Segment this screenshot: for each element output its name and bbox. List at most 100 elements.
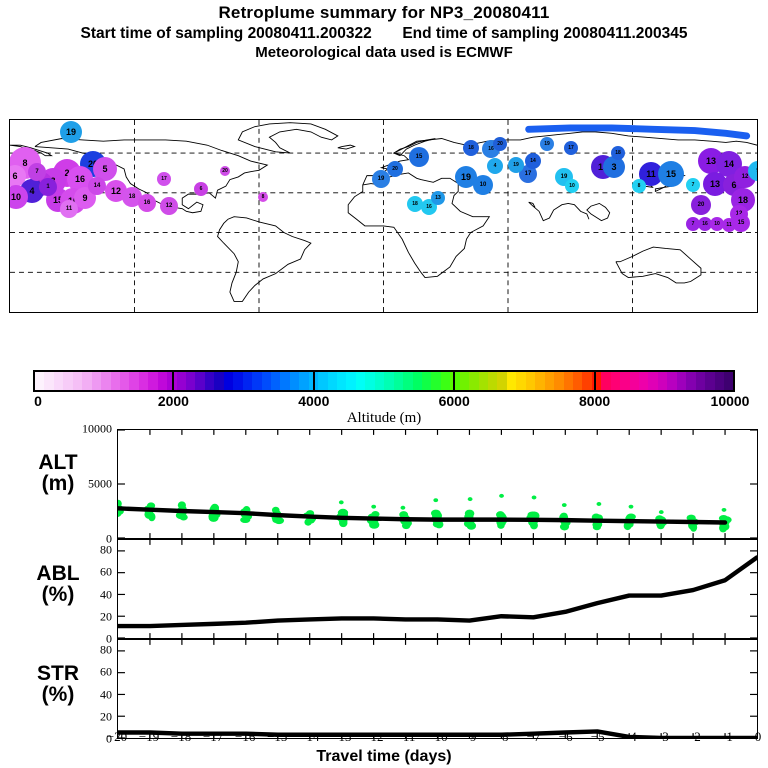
colorbar-band-51 [516, 372, 526, 390]
colorbar-band-42 [431, 372, 441, 390]
map-marker: 19 [455, 166, 477, 188]
colorbar-band-46 [469, 372, 479, 390]
map-marker: 16 [138, 194, 156, 212]
x-axis-label: Travel time (days) [316, 748, 452, 765]
colorbar-band-0 [35, 372, 45, 390]
map-marker: 10 [10, 185, 28, 209]
ytick-label: 0 [106, 731, 112, 746]
colorbar-band-35 [365, 372, 375, 390]
colorbar-band-72 [714, 372, 724, 390]
map-marker: 10 [565, 179, 579, 193]
ytick-label: 80 [100, 642, 112, 657]
colorbar-tick-10000: 10000 [710, 393, 750, 409]
colorbar-band-37 [384, 372, 394, 390]
colorbar-divider [172, 370, 175, 392]
colorbar-band-40 [412, 372, 422, 390]
colorbar-band-65 [648, 372, 658, 390]
colorbar-band-17 [195, 372, 205, 390]
xtick-label: −10 [427, 729, 448, 744]
map-marker: 12 [160, 197, 178, 215]
map-marker: 19 [508, 157, 524, 173]
xtick-label: −7 [526, 729, 541, 744]
colorbar-band-27 [289, 372, 300, 390]
colorbar-band-38 [393, 372, 404, 390]
trajectory-band [525, 124, 751, 140]
map-marker: 11 [722, 218, 736, 232]
colorbar-tick-4000: 4000 [298, 393, 330, 409]
ytick-label: 20 [100, 709, 112, 724]
colorbar-band-67 [667, 372, 677, 390]
colorbar-ticks: 0 2000 4000 6000 8000 10000 [0, 393, 768, 411]
colorbar-band-7 [101, 372, 111, 390]
str-axis-title: STR (%) [37, 662, 79, 707]
map-marker: 20 [220, 166, 230, 176]
colorbar-band-25 [270, 372, 281, 390]
colorbar-band-59 [591, 372, 602, 390]
page-title: Retroplume summary for NP3_20080411 [218, 3, 550, 22]
colorbar-tick-6000: 6000 [438, 393, 470, 409]
colorbar-band-9 [119, 372, 130, 390]
ytick-label: 40 [100, 587, 112, 602]
colorbar-band-20 [223, 372, 234, 390]
colorbar-divider [593, 370, 596, 392]
colorbar-band-10 [129, 372, 139, 390]
ytick-label: 40 [100, 687, 112, 702]
map-marker: 7 [686, 178, 700, 192]
title-block: Retroplume summary for NP3_20080411 Star… [0, 0, 768, 61]
map-coastlines [10, 120, 757, 312]
ytick-label: 10000 [82, 421, 112, 436]
colorbar-tick-8000: 8000 [579, 393, 611, 409]
colorbar-band-71 [705, 372, 715, 390]
ytick-label: 60 [100, 564, 112, 579]
colorbar-band-73 [723, 372, 734, 390]
map-gridlines [10, 120, 757, 312]
xtick-label: 0 [754, 729, 762, 744]
xtick-label: −18 [170, 729, 192, 744]
colorbar-band-32 [337, 372, 347, 390]
meteorology-text: Meteorological data used is ECMWF [255, 44, 513, 61]
map-marker: 6 [10, 165, 26, 187]
colorbar-band-61 [610, 372, 621, 390]
colorbar-band-53 [535, 372, 545, 390]
map-marker: 15 [658, 161, 684, 187]
colorbar-band-33 [346, 372, 356, 390]
map-marker: 9 [748, 161, 757, 181]
abl-plot-panel [117, 539, 758, 639]
map-marker: 14 [88, 177, 106, 195]
colorbar-band-60 [601, 372, 611, 390]
xtick-label: −13 [331, 729, 352, 744]
x-axis-ticks: −20 −19 −18 −17 −16 −15 −14 −13 −12 −11 −10 −9 −8 −7−… [0, 729, 768, 747]
colorbar-tick-0: 0 [34, 393, 42, 409]
colorbar-band-21 [233, 372, 243, 390]
map-marker: 14 [525, 153, 541, 169]
colorbar-band-12 [148, 372, 158, 390]
colorbar-band-56 [563, 372, 573, 390]
colorbar-band-49 [497, 372, 507, 390]
map-marker: 19 [60, 121, 82, 143]
map-marker: 7 [28, 163, 46, 181]
xtick-label: −4 [622, 729, 637, 744]
start-time-text: Start time of sampling 20080411.200322 [80, 25, 372, 42]
xtick-label: −1 [719, 729, 733, 744]
map-marker: 8 [632, 179, 646, 193]
colorbar-band-66 [657, 372, 668, 390]
colorbar-band-69 [686, 372, 696, 390]
map-marker: 6 [194, 182, 208, 196]
map-marker: 16 [698, 217, 712, 231]
str-plot-panel [117, 639, 758, 739]
map-marker: 11 [60, 200, 78, 218]
alt-plot-panel [117, 429, 758, 539]
map-marker: 20 [493, 137, 507, 151]
colorbar-band-50 [506, 372, 517, 390]
colorbar-band-15 [176, 372, 186, 390]
xtick-label: −16 [235, 729, 256, 744]
colorbar-band-31 [327, 372, 337, 390]
xtick-label: −8 [494, 729, 509, 744]
ytick-label: 5000 [88, 476, 112, 491]
map-marker: 12 [105, 180, 127, 202]
xtick-label: −2 [686, 729, 701, 744]
colorbar-band-28 [299, 372, 309, 390]
map-marker: 10 [710, 217, 724, 231]
map-marker: 8 [258, 192, 268, 202]
